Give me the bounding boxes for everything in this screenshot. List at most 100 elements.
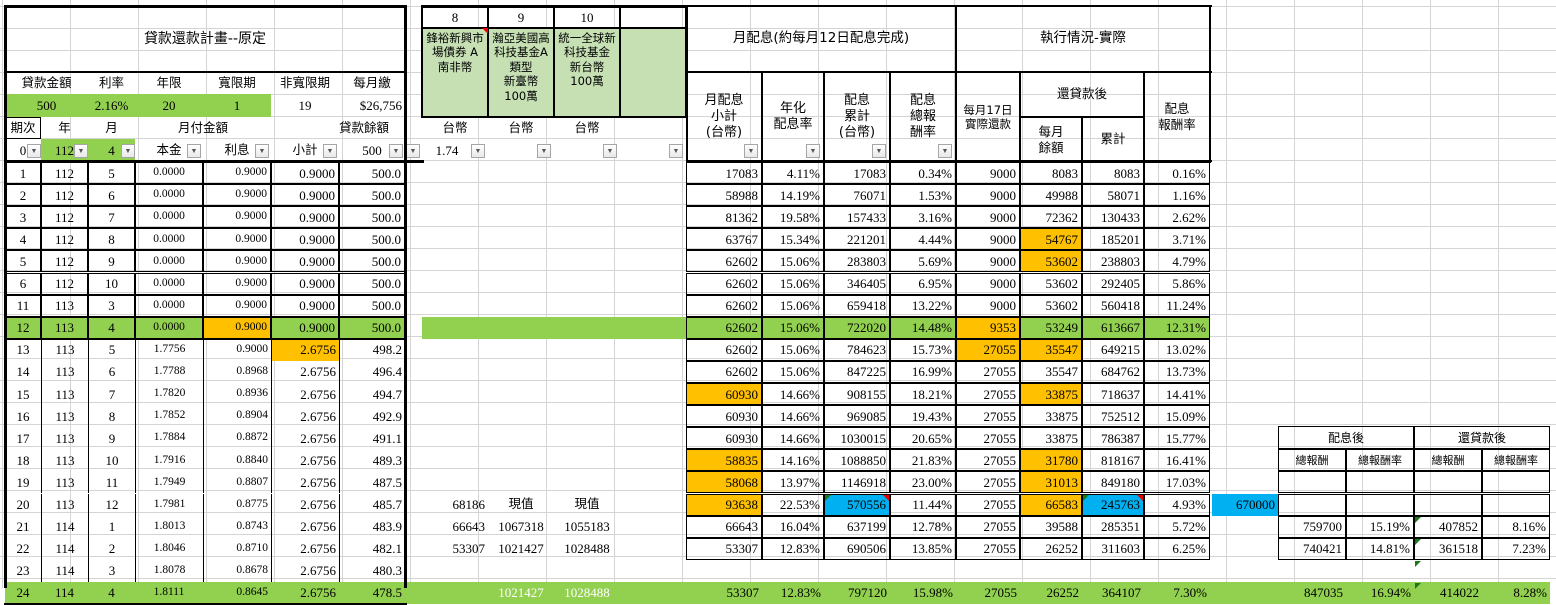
execution-cell[interactable]: 560418 <box>1082 294 1144 317</box>
execution-cell[interactable]: 39588 <box>1020 515 1082 538</box>
execution-cell[interactable]: 31013 <box>1020 471 1082 494</box>
execution-cell[interactable]: 27055 <box>956 383 1020 406</box>
dividend-total[interactable]: 12.83% <box>762 581 824 604</box>
loan-row-year[interactable]: 113 <box>41 405 88 428</box>
dividend-cell[interactable]: 17083 <box>824 162 890 185</box>
dividend-cell[interactable]: 969085 <box>824 405 890 428</box>
loan-row-period[interactable]: 21 <box>16 519 30 535</box>
summary-cell[interactable]: 759700 <box>1278 515 1346 538</box>
loan-row-interest[interactable]: 0.8904 <box>203 405 271 428</box>
loan-row-balance[interactable]: 500.0 <box>339 184 405 207</box>
execution-cell[interactable]: 1.16% <box>1144 184 1210 207</box>
dividend-cell[interactable]: 18.21% <box>890 383 956 406</box>
loan-row-subtotal[interactable]: 2.6756 <box>271 383 339 406</box>
summary-total[interactable]: 414022 <box>1414 581 1482 604</box>
dividend-cell[interactable]: 15.34% <box>762 228 824 251</box>
loan-row-principal[interactable]: 0.0000 <box>135 316 203 339</box>
execution-cell[interactable]: 33875 <box>1020 427 1082 450</box>
loan-row-interest[interactable]: 0.9000 <box>203 228 271 251</box>
loan-row-balance[interactable]: 500.0 <box>339 206 405 229</box>
dividend-cell[interactable]: 76071 <box>824 184 890 207</box>
fund-value[interactable]: 1067318 <box>498 519 544 535</box>
execution-cell[interactable]: 66583 <box>1020 493 1082 516</box>
dividend-cell[interactable]: 62602 <box>686 250 762 273</box>
loan-row-period[interactable]: 16 <box>16 408 30 424</box>
loan-row-period[interactable]: 24 <box>5 581 41 604</box>
dividend-cell[interactable]: 3.16% <box>890 206 956 229</box>
param-value[interactable]: 20 <box>135 94 203 117</box>
dividend-cell[interactable]: 4.44% <box>890 228 956 251</box>
execution-cell[interactable]: 27055 <box>956 537 1020 560</box>
loan-row-principal[interactable]: 1.7949 <box>135 471 203 494</box>
execution-cell[interactable]: 27055 <box>956 405 1020 428</box>
execution-cell[interactable]: 8083 <box>1020 162 1082 185</box>
execution-cell[interactable]: 27055 <box>956 515 1020 538</box>
dividend-cell[interactable]: 13.22% <box>890 294 956 317</box>
loan-row-interest[interactable]: 0.9000 <box>203 206 271 229</box>
execution-cell[interactable]: 27055 <box>956 493 1020 516</box>
summary-cell[interactable]: 14.81% <box>1346 537 1414 560</box>
dividend-cell[interactable]: 14.16% <box>762 449 824 472</box>
execution-cell[interactable]: 12.31% <box>1144 316 1210 339</box>
execution-cell[interactable]: 54767 <box>1020 228 1082 251</box>
loan-row-interest[interactable]: 0.9000 <box>203 316 271 339</box>
loan-row-month[interactable]: 4 <box>88 581 135 604</box>
param-value[interactable]: 1 <box>203 94 271 117</box>
dividend-cell[interactable]: 63767 <box>686 228 762 251</box>
loan-row-subtotal[interactable]: 2.6756 <box>271 427 339 450</box>
loan-row-year[interactable]: 113 <box>41 294 88 317</box>
loan-row-balance[interactable]: 491.1 <box>339 427 405 450</box>
dividend-cell[interactable]: 14.19% <box>762 184 824 207</box>
execution-cell[interactable]: 9000 <box>956 162 1020 185</box>
loan-row-month[interactable]: 8 <box>88 228 135 251</box>
fund-total-value[interactable]: 1028488 <box>564 585 610 601</box>
dividend-cell[interactable]: 16.99% <box>890 360 956 383</box>
dividend-cell[interactable]: 5.69% <box>890 250 956 273</box>
dividend-cell[interactable]: 22.53% <box>762 493 824 516</box>
filter-dropdown-button[interactable]: ▼ <box>603 144 617 158</box>
execution-cell[interactable]: 58071 <box>1082 184 1144 207</box>
param-value[interactable]: 2.16% <box>88 94 135 117</box>
dividend-cell[interactable]: 13.85% <box>890 537 956 560</box>
execution-cell[interactable]: 185201 <box>1082 228 1144 251</box>
fund-total-value[interactable] <box>422 582 488 604</box>
error-indicator-icon[interactable] <box>1415 538 1421 545</box>
loan-row-balance[interactable]: 489.3 <box>339 449 405 472</box>
loan-row-subtotal[interactable]: 2.6756 <box>271 515 339 538</box>
dividend-cell[interactable]: 62602 <box>686 272 762 295</box>
execution-cell[interactable]: 3.71% <box>1144 228 1210 251</box>
loan-row-interest[interactable]: 0.8645 <box>203 581 271 604</box>
loan-row-period[interactable]: 1 <box>5 162 41 185</box>
execution-cell[interactable]: 72362 <box>1020 206 1082 229</box>
loan-row-principal[interactable]: 0.0000 <box>135 228 203 251</box>
dividend-cell[interactable]: 1088850 <box>824 449 890 472</box>
dividend-cell[interactable]: 690506 <box>824 537 890 560</box>
filter-balance[interactable]: 500 <box>362 143 382 158</box>
loan-row-balance[interactable]: 500.0 <box>339 162 405 185</box>
filter-dropdown-button[interactable]: ▼ <box>471 144 485 158</box>
loan-row-subtotal[interactable]: 0.9000 <box>271 206 339 229</box>
dividend-cell[interactable]: 15.06% <box>762 338 824 361</box>
loan-row-principal[interactable]: 0.0000 <box>135 294 203 317</box>
execution-cell[interactable]: 649215 <box>1082 338 1144 361</box>
comment-indicator-icon[interactable] <box>883 494 889 501</box>
loan-row-period[interactable]: 17 <box>16 430 30 446</box>
dividend-cell[interactable]: 12.83% <box>762 537 824 560</box>
summary-cell[interactable]: 15.19% <box>1346 515 1414 538</box>
execution-cell[interactable]: 15.77% <box>1144 427 1210 450</box>
loan-row-subtotal[interactable]: 0.9000 <box>271 228 339 251</box>
loan-row-principal[interactable]: 1.7981 <box>135 493 203 516</box>
comment-indicator-icon[interactable] <box>482 28 488 34</box>
fund-filter[interactable] <box>488 139 538 162</box>
loan-row-period[interactable]: 11 <box>5 294 41 317</box>
execution-cell[interactable]: 684762 <box>1082 360 1144 383</box>
loan-row-subtotal[interactable]: 2.6756 <box>271 537 339 560</box>
dividend-cell[interactable]: 53307 <box>686 537 762 560</box>
loan-row-balance[interactable]: 492.9 <box>339 405 405 428</box>
dividend-cell[interactable]: 62602 <box>686 360 762 383</box>
loan-row-month[interactable]: 8 <box>88 405 135 428</box>
comment-indicator-icon[interactable] <box>1137 494 1143 501</box>
filter-principal[interactable]: 本金 <box>156 142 182 158</box>
loan-row-year[interactable]: 113 <box>41 383 88 406</box>
dividend-cell[interactable]: 11.44% <box>890 493 956 516</box>
